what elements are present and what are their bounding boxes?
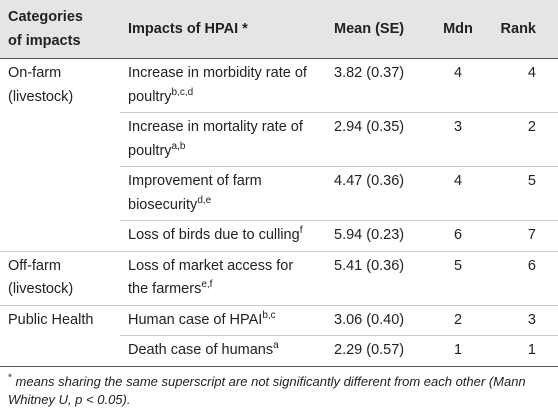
data-table: Categories of impacts Impacts of HPAI * Mea… bbox=[0, 0, 558, 367]
superscript: e,f bbox=[201, 279, 213, 291]
footnote: * means sharing the same superscript are… bbox=[0, 367, 558, 409]
median-cell: 4 bbox=[428, 166, 486, 221]
category-cell: Public Health bbox=[0, 304, 120, 336]
category-cell: On-farm (livestock) bbox=[0, 59, 120, 113]
table-header: Categories of impacts Impacts of HPAI * Mea… bbox=[0, 0, 558, 59]
superscript: f bbox=[299, 225, 303, 237]
impact-cell: Improvement of farm biosecurityd,e bbox=[120, 166, 326, 221]
rank-cell: 4 bbox=[527, 65, 536, 81]
header-cell: Rank bbox=[486, 0, 558, 59]
impact-line: poultryb,c,d bbox=[128, 86, 194, 105]
rank-cell: 6 bbox=[486, 250, 558, 305]
footnote-marker: * bbox=[8, 372, 12, 384]
category-line: (livestock) bbox=[8, 88, 74, 105]
mean-cell: 2.94 (0.35) bbox=[326, 112, 428, 167]
category-line: Public Health bbox=[8, 311, 94, 328]
median-cell: 4 bbox=[453, 65, 463, 81]
category-cell bbox=[0, 113, 120, 167]
header-cell: Mdn bbox=[428, 0, 486, 59]
mean-cell: 4.47 (0.36) bbox=[326, 166, 428, 221]
impact-line: poultrya,b bbox=[128, 140, 186, 159]
header-cell: Mean (SE) bbox=[326, 0, 428, 59]
table-row: Off-farm (livestock) Loss of market access… bbox=[0, 250, 558, 305]
rank-cell: 5 bbox=[486, 166, 558, 221]
superscript: a,b bbox=[171, 140, 186, 152]
impact-cell: Loss of birds due to cullingf bbox=[120, 220, 326, 251]
superscript: a bbox=[273, 340, 279, 352]
mean-cell: 2.29 (0.57) bbox=[326, 335, 428, 367]
category-cell bbox=[0, 335, 120, 367]
header-cell: Impacts of HPAI * bbox=[120, 0, 326, 59]
table-row: On-farm (livestock) Increase in morbidity … bbox=[0, 59, 558, 113]
impact-cell: Loss of market access for the farmerse,f bbox=[120, 250, 326, 305]
category-cell bbox=[0, 221, 120, 252]
rank-cell: 1 bbox=[486, 335, 558, 367]
impact-cell: Increase in morbidity rate of poultryb,c,… bbox=[120, 59, 326, 113]
impact-line: Loss of market access for bbox=[128, 257, 294, 274]
impact-cell: Death case of humansa bbox=[120, 335, 326, 367]
header-line: of impacts bbox=[8, 32, 81, 49]
median-cell: 2 bbox=[428, 304, 486, 336]
rank-cell: 3 bbox=[486, 304, 558, 336]
rank-cell: 2 bbox=[486, 112, 558, 167]
superscript: d,e bbox=[197, 194, 212, 206]
mean-cell: 3.06 (0.40) bbox=[326, 304, 428, 336]
median-cell: 5 bbox=[428, 250, 486, 305]
impact-line: the farmerse,f bbox=[128, 279, 213, 297]
header-row: Categories of impacts Impacts of HPAI * Mea… bbox=[0, 0, 558, 59]
table-row: Increase in mortality rate of poultrya,b 2… bbox=[0, 112, 558, 167]
impact-line: Increase in mortality rate of bbox=[128, 119, 303, 135]
impact-line: Human case of HPAIb,c bbox=[128, 309, 276, 328]
footnote-text: means sharing the same superscript are n… bbox=[8, 373, 526, 407]
category-line: (livestock) bbox=[8, 281, 74, 297]
table-row: Public Health Human case of HPAIb,c 3.06 (… bbox=[0, 304, 558, 336]
table-row: Loss of birds due to cullingf 5.94 (0.23)… bbox=[0, 220, 558, 252]
mean-cell: 5.94 (0.23) bbox=[326, 220, 428, 251]
impact-line: Loss of birds due to cullingf bbox=[128, 225, 303, 243]
category-line: On-farm bbox=[8, 65, 62, 81]
median-cell: 1 bbox=[428, 335, 486, 367]
superscript: b,c bbox=[262, 309, 276, 321]
header-line: Categories bbox=[8, 9, 83, 25]
category-line: Off-farm bbox=[8, 257, 61, 274]
impact-cell: Human case of HPAIb,c bbox=[120, 304, 326, 336]
mean-cell: 5.41 (0.36) bbox=[326, 250, 428, 305]
impact-line: Increase in morbidity rate of bbox=[128, 65, 307, 81]
header-cell: Categories of impacts bbox=[0, 0, 120, 59]
category-cell bbox=[0, 167, 120, 221]
median-cell: 6 bbox=[428, 220, 486, 251]
impact-line: biosecurityd,e bbox=[128, 194, 212, 213]
superscript: b,c,d bbox=[171, 86, 194, 98]
median-cell: 3 bbox=[428, 112, 486, 167]
rank-cell: 7 bbox=[486, 220, 558, 251]
table-row: Improvement of farm biosecurityd,e 4.47 (0… bbox=[0, 166, 558, 221]
table-body: On-farm (livestock) Increase in morbidity … bbox=[0, 59, 558, 367]
table-row: Death case of humansa 2.29 (0.57) 1 1 bbox=[0, 335, 558, 367]
impact-cell: Increase in mortality rate of poultrya,b bbox=[120, 112, 326, 167]
impact-line: Death case of humansa bbox=[128, 340, 279, 358]
impact-line: Improvement of farm bbox=[128, 173, 262, 189]
category-cell: Off-farm (livestock) bbox=[0, 250, 120, 305]
mean-cell: 3.82 (0.37) bbox=[334, 65, 405, 81]
